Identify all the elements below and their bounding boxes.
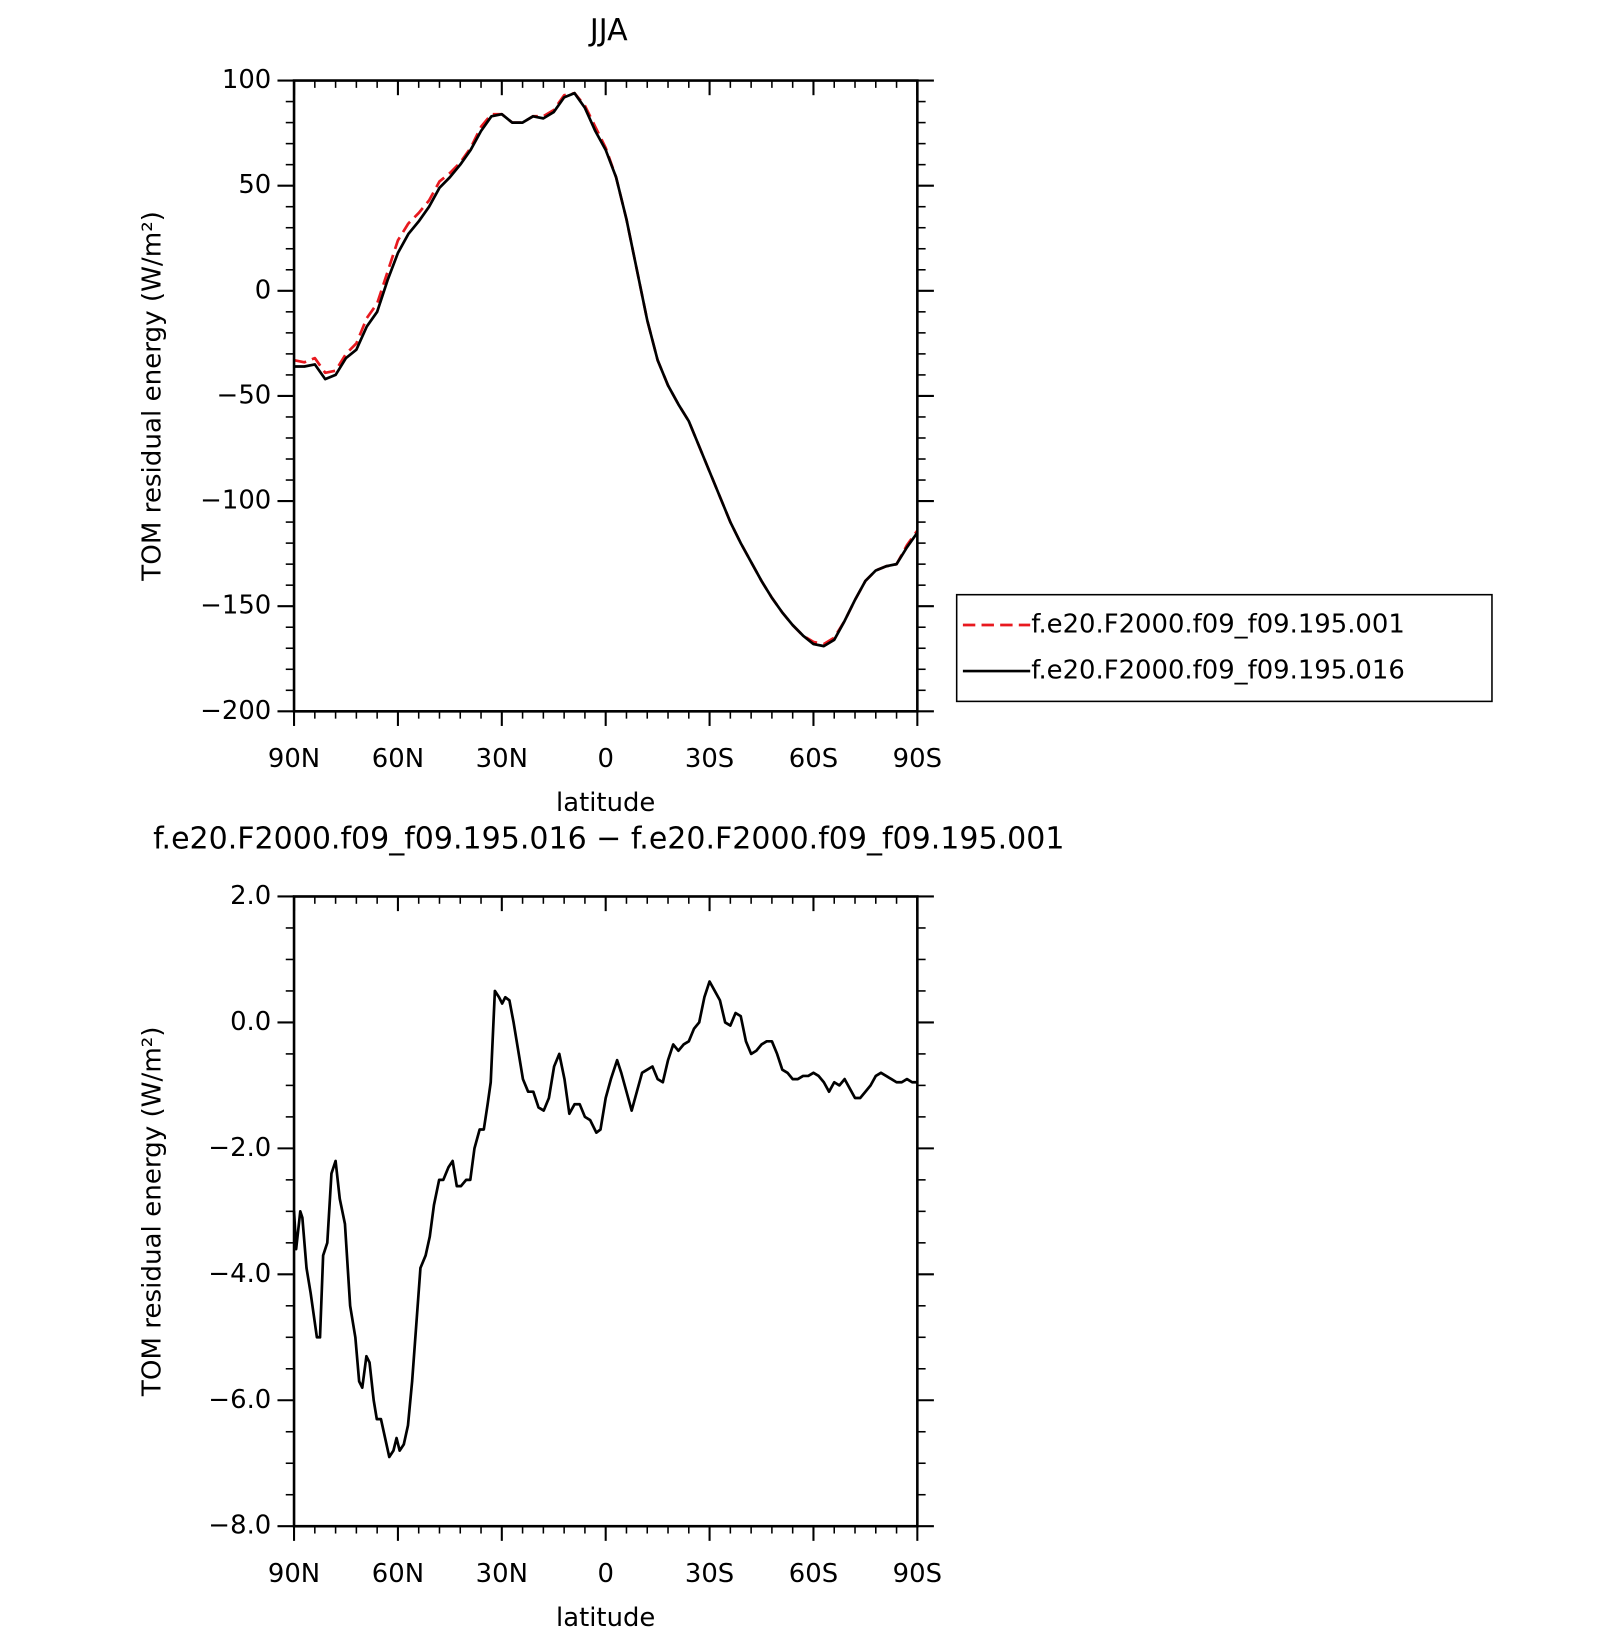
x-tick-label: 90S xyxy=(893,1559,942,1589)
chart-title: f.e20.F2000.f09_f09.195.016 − f.e20.F200… xyxy=(153,821,1064,856)
y-tick-label: −200 xyxy=(200,696,271,726)
y-tick-label: −150 xyxy=(200,591,271,621)
y-axis-label: TOM residual energy (W/m²) xyxy=(138,211,168,582)
x-axis-label: latitude xyxy=(556,1603,655,1633)
plot-frame xyxy=(292,895,919,1528)
y-tick-label: 100 xyxy=(222,65,271,95)
data-line xyxy=(293,91,919,646)
legend-box xyxy=(955,593,1493,703)
data-line xyxy=(292,980,918,1459)
legend-label: f.e20.F2000.f09_f09.195.016 xyxy=(1031,655,1405,685)
x-tick-label: 60S xyxy=(789,744,838,774)
x-axis-label: latitude xyxy=(556,788,655,818)
x-tick-label: 90N xyxy=(268,1559,320,1589)
y-tick-label: −2.0 xyxy=(208,1133,271,1163)
x-tick-label: 0 xyxy=(597,1559,613,1589)
x-tick-label: 30N xyxy=(476,1559,528,1589)
x-tick-label: 60N xyxy=(372,744,424,774)
y-tick-label: 0.0 xyxy=(230,1007,271,1037)
x-tick-label: 30S xyxy=(685,1559,734,1589)
chart-title: JJA xyxy=(588,13,628,48)
y-tick-label: −50 xyxy=(217,380,272,410)
x-tick-label: 60N xyxy=(372,1559,424,1589)
data-line xyxy=(294,91,919,648)
y-tick-label: −8.0 xyxy=(208,1511,271,1541)
y-tick-label: −100 xyxy=(200,485,271,515)
y-tick-label: −4.0 xyxy=(208,1259,271,1289)
x-tick-label: 0 xyxy=(597,744,613,774)
x-tick-label: 30N xyxy=(476,744,528,774)
x-tick-label: 30S xyxy=(685,744,734,774)
legend-label: f.e20.F2000.f09_f09.195.001 xyxy=(1031,609,1405,639)
x-tick-label: 90S xyxy=(893,744,942,774)
y-tick-label: 0 xyxy=(255,275,271,305)
y-tick-label: 2.0 xyxy=(230,881,271,911)
x-tick-label: 60S xyxy=(789,1559,838,1589)
y-tick-label: −6.0 xyxy=(208,1385,271,1415)
y-tick-label: 50 xyxy=(238,170,271,200)
y-axis-label: TOM residual energy (W/m²) xyxy=(138,1027,168,1398)
plot-frame xyxy=(292,79,919,713)
x-tick-label: 90N xyxy=(268,744,320,774)
